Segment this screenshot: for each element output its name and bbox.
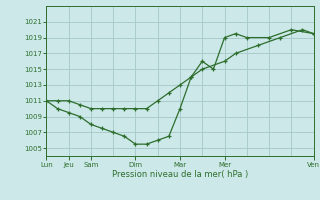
X-axis label: Pression niveau de la mer( hPa ): Pression niveau de la mer( hPa )	[112, 170, 248, 179]
